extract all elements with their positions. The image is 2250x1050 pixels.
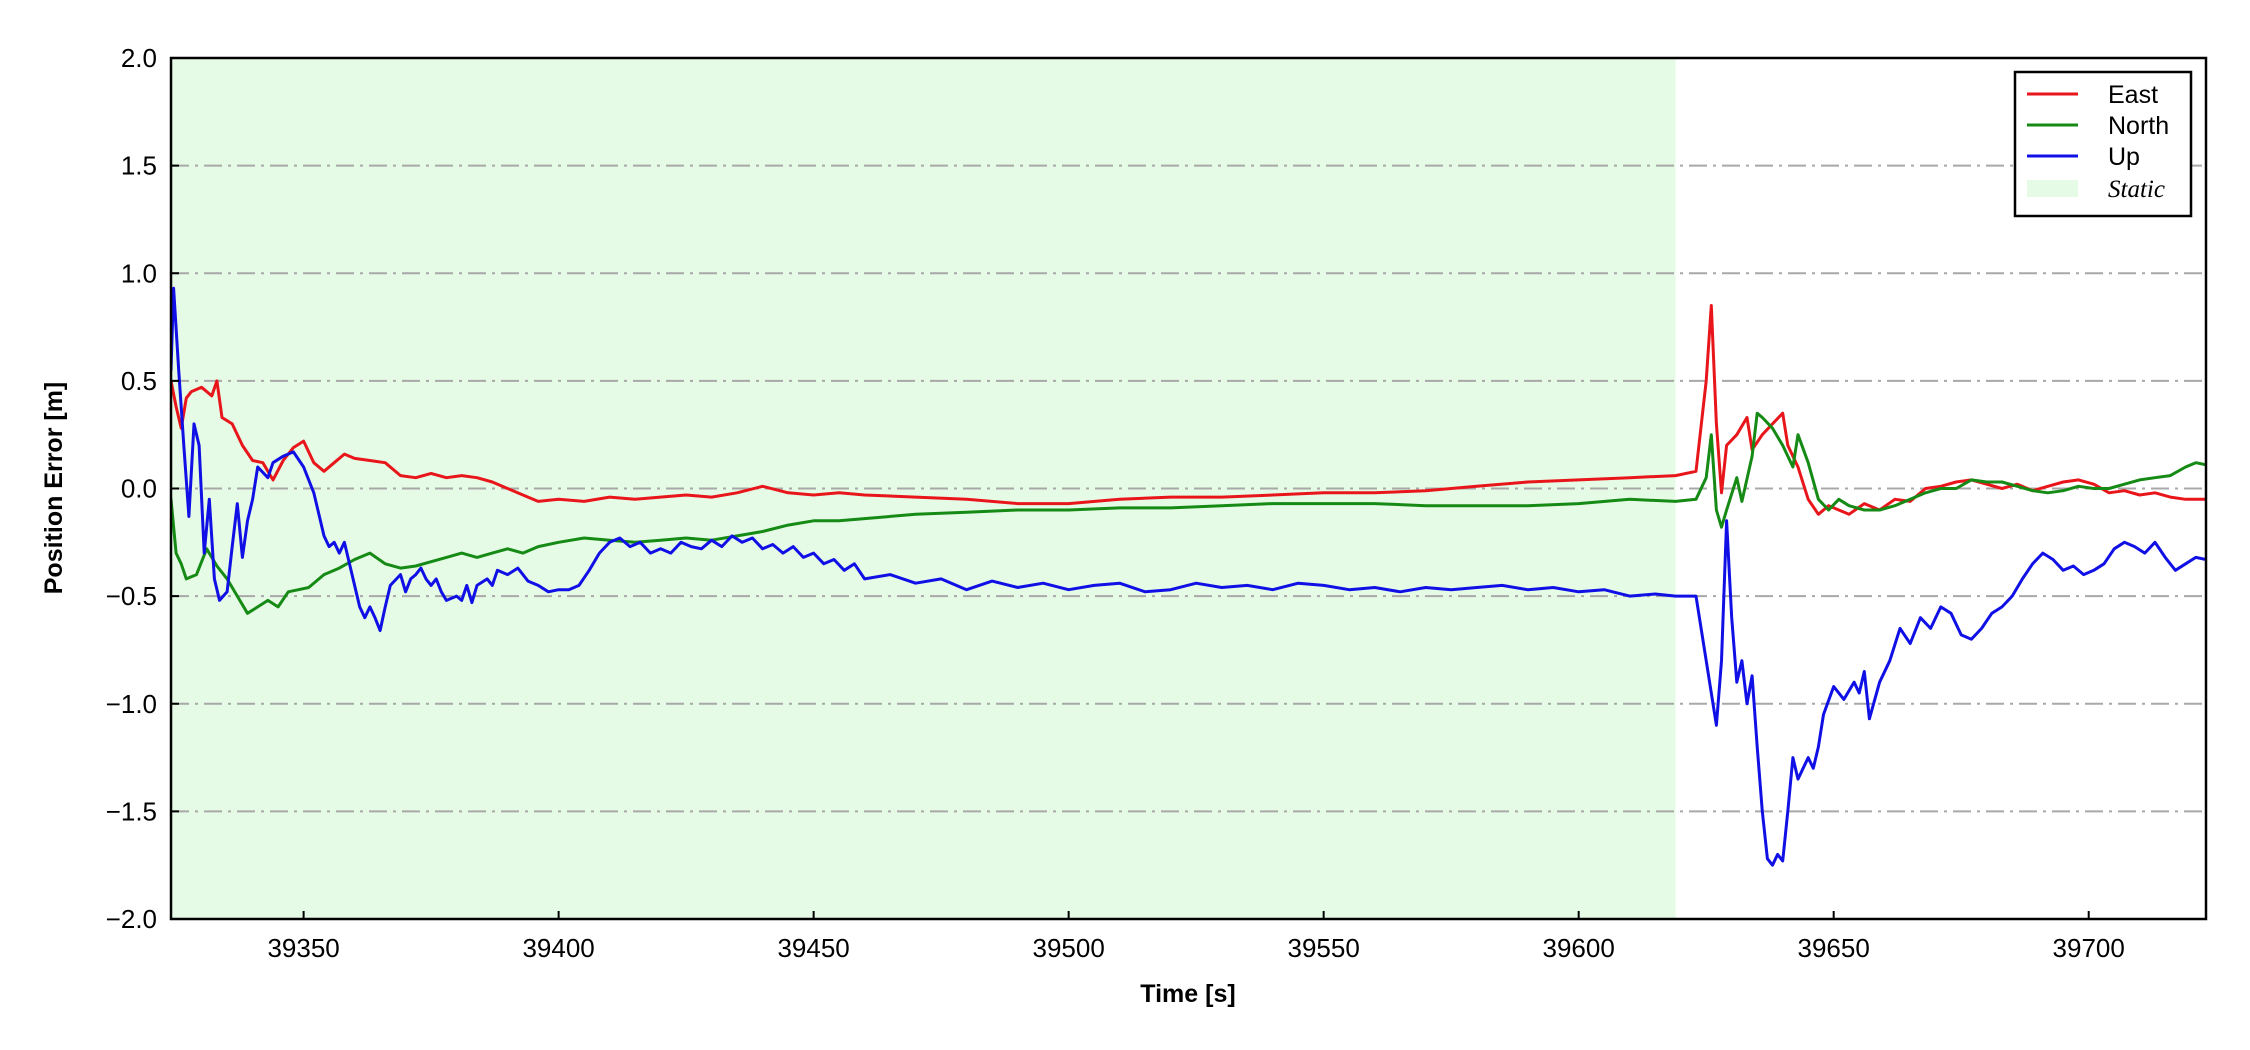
y-tick-label: −2.0 — [106, 904, 157, 934]
series-line-up — [171, 286, 2206, 867]
x-tick-label: 39350 — [267, 933, 339, 963]
y-tick-label: 2.0 — [121, 43, 157, 73]
legend-label-east: East — [2108, 81, 2158, 109]
x-axis-label: Time [s] — [1140, 980, 1235, 1008]
legend-label-up: Up — [2108, 143, 2140, 171]
x-tick-label: 39450 — [777, 933, 849, 963]
y-tick-label: −0.5 — [106, 581, 157, 611]
x-tick-label: 39600 — [1543, 933, 1615, 963]
y-tick-label: 0.5 — [121, 366, 157, 396]
y-tick-label: 1.0 — [121, 258, 157, 288]
x-tick-label: 39700 — [2053, 933, 2125, 963]
y-tick-label: −1.0 — [106, 689, 157, 719]
legend: East North Up Static — [2013, 70, 2193, 218]
y-tick-label: 1.5 — [121, 151, 157, 181]
series-line-north — [171, 411, 2206, 615]
x-tick-label: 39400 — [522, 933, 594, 963]
y-axis-label: Position Error [m] — [40, 382, 68, 595]
x-tick-label: 39550 — [1288, 933, 1360, 963]
y-tick-label: 0.0 — [121, 474, 157, 504]
x-tick-label: 39500 — [1032, 933, 1104, 963]
legend-swatch-static — [2027, 180, 2078, 197]
legend-label-static: Static — [2108, 176, 2165, 203]
y-tick-label: −1.5 — [106, 796, 157, 826]
x-tick-label: 39650 — [1798, 933, 1870, 963]
legend-label-north: North — [2108, 112, 2169, 140]
series-line-east — [171, 304, 2206, 516]
